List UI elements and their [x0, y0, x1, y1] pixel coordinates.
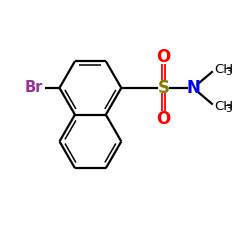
Text: N: N	[186, 79, 200, 97]
Text: S: S	[157, 79, 169, 97]
Text: O: O	[156, 110, 170, 128]
Text: CH: CH	[214, 63, 233, 76]
Text: 3: 3	[225, 104, 232, 115]
Text: Br: Br	[25, 80, 44, 96]
Text: CH: CH	[214, 100, 233, 113]
Text: O: O	[156, 48, 170, 66]
Text: 3: 3	[225, 67, 232, 77]
